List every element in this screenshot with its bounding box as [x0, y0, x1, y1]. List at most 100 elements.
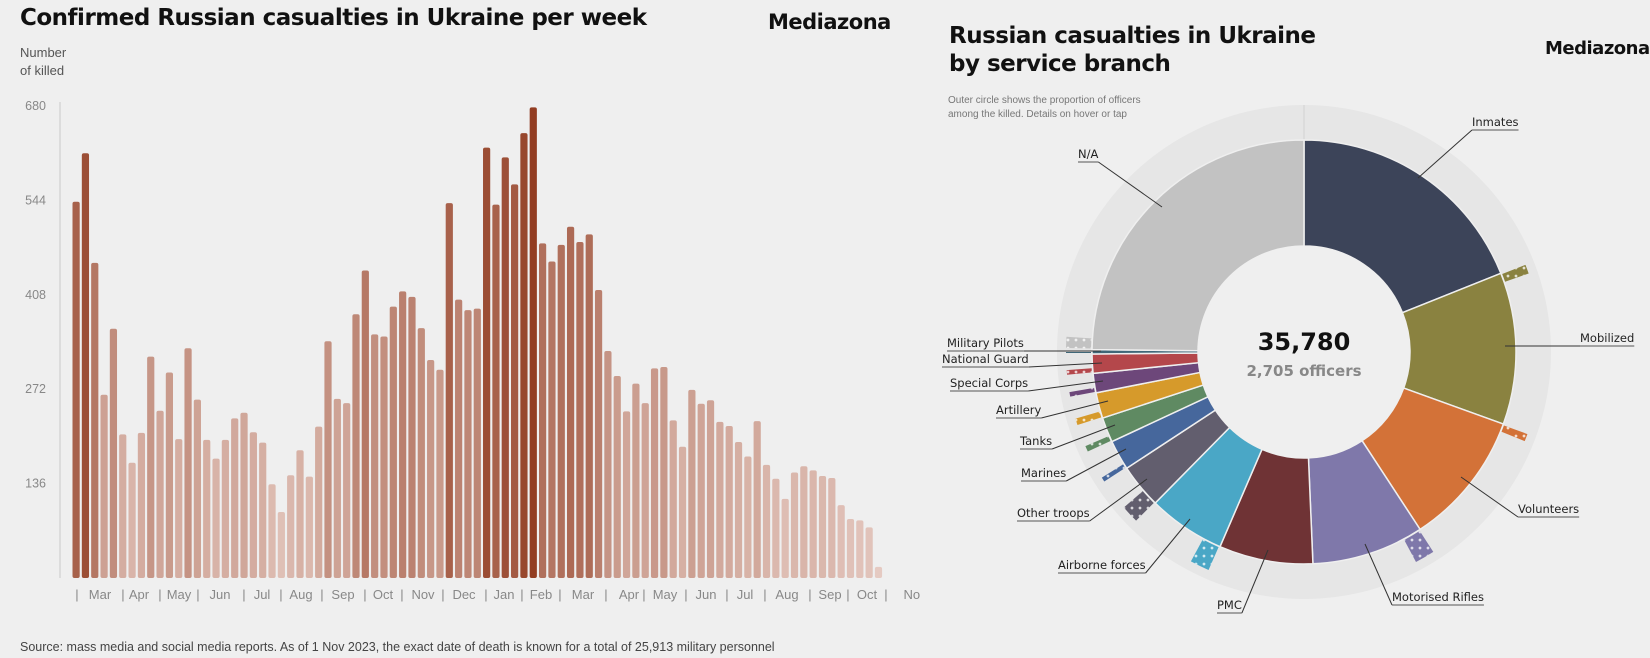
bar[interactable]	[725, 425, 733, 578]
bar[interactable]	[259, 442, 267, 578]
bar[interactable]	[389, 306, 397, 578]
officers-arc-mobilized[interactable]	[1502, 264, 1529, 282]
donut-slice-n-a[interactable]	[1091, 139, 1305, 352]
bar[interactable]	[361, 270, 369, 578]
bar[interactable]	[809, 470, 817, 578]
bar[interactable]	[828, 478, 836, 578]
bar[interactable]	[846, 519, 855, 578]
bar[interactable]	[557, 244, 565, 578]
bar[interactable]	[501, 157, 509, 579]
bar[interactable]	[212, 458, 220, 578]
bar[interactable]	[734, 441, 743, 578]
bar[interactable]	[81, 153, 90, 578]
month-separator: |	[242, 587, 245, 602]
bar[interactable]	[753, 421, 761, 578]
bar[interactable]	[137, 432, 146, 578]
bar[interactable]	[445, 203, 453, 579]
bar[interactable]	[622, 411, 631, 578]
bar[interactable]	[455, 299, 463, 578]
bar[interactable]	[800, 466, 808, 578]
bar[interactable]	[604, 351, 612, 578]
bar[interactable]	[119, 434, 127, 578]
officers-arc-n-a[interactable]	[1066, 336, 1092, 349]
officers-arc-special-corps[interactable]	[1069, 387, 1095, 397]
bar[interactable]	[175, 439, 183, 578]
bar[interactable]	[511, 184, 519, 578]
bar[interactable]	[249, 432, 257, 578]
bar[interactable]	[399, 291, 407, 578]
bar[interactable]	[221, 439, 229, 578]
bar[interactable]	[632, 383, 640, 578]
bar[interactable]	[231, 418, 239, 578]
bar[interactable]	[408, 296, 416, 578]
bar[interactable]	[436, 369, 444, 578]
bar[interactable]	[520, 133, 528, 578]
bar[interactable]	[165, 372, 173, 578]
bar[interactable]	[716, 421, 724, 578]
bar[interactable]	[641, 403, 649, 578]
bar[interactable]	[744, 456, 752, 578]
bar[interactable]	[585, 234, 593, 579]
bar[interactable]	[128, 462, 136, 578]
bar[interactable]	[529, 107, 537, 578]
bar[interactable]	[324, 341, 332, 578]
bar[interactable]	[669, 420, 677, 578]
bar[interactable]	[688, 389, 696, 578]
bar[interactable]	[333, 398, 341, 578]
bar[interactable]	[566, 226, 575, 578]
bar[interactable]	[277, 512, 285, 578]
bar[interactable]	[678, 446, 687, 578]
bar[interactable]	[315, 426, 323, 578]
weekly-casualties-bar-chart: 136 272 408 544 680 | | | | | | | | | | | | | | | | | | | | | Mar A…	[25, 99, 920, 602]
bar[interactable]	[287, 475, 295, 578]
officers-arc-national-guard[interactable]	[1066, 368, 1092, 375]
bar[interactable]	[417, 328, 425, 578]
bar[interactable]	[856, 520, 864, 578]
bar[interactable]	[781, 498, 789, 578]
bar[interactable]	[539, 243, 547, 578]
officers-arc-tanks[interactable]	[1085, 436, 1111, 452]
bar[interactable]	[343, 403, 351, 578]
bar[interactable]	[352, 314, 360, 578]
bar[interactable]	[818, 475, 827, 578]
bar[interactable]	[790, 472, 799, 578]
bar[interactable]	[296, 450, 304, 578]
bar[interactable]	[697, 403, 705, 578]
bar[interactable]	[203, 439, 211, 578]
bar[interactable]	[594, 289, 603, 578]
bar[interactable]	[650, 368, 659, 578]
bar[interactable]	[762, 464, 771, 578]
bar[interactable]	[483, 147, 491, 578]
bar[interactable]	[268, 484, 276, 578]
bar[interactable]	[100, 394, 108, 578]
bar[interactable]	[613, 376, 621, 578]
bar[interactable]	[147, 356, 155, 578]
bar[interactable]	[427, 360, 435, 578]
bar[interactable]	[380, 336, 388, 578]
bar[interactable]	[660, 366, 668, 578]
bar[interactable]	[72, 201, 80, 578]
bar[interactable]	[156, 410, 164, 578]
bar[interactable]	[305, 476, 313, 578]
officers-arc-volunteers[interactable]	[1501, 425, 1528, 442]
bar[interactable]	[193, 399, 201, 578]
bar[interactable]	[91, 262, 99, 578]
bar[interactable]	[464, 310, 472, 578]
officers-arc-marines[interactable]	[1101, 464, 1126, 482]
bar[interactable]	[240, 412, 248, 578]
officers-arc-artillery[interactable]	[1075, 411, 1102, 425]
bar[interactable]	[492, 204, 500, 579]
slice-label-artillery: Artillery	[996, 403, 1041, 417]
bar[interactable]	[865, 527, 873, 578]
officers-arc-military-pilots[interactable]	[1066, 352, 1092, 354]
bar[interactable]	[184, 348, 192, 578]
bar[interactable]	[548, 261, 556, 578]
bar[interactable]	[772, 478, 780, 578]
bar[interactable]	[874, 566, 883, 578]
bar[interactable]	[706, 400, 715, 578]
bar[interactable]	[473, 308, 481, 578]
bar[interactable]	[576, 242, 584, 578]
bar[interactable]	[837, 505, 845, 578]
bar[interactable]	[371, 334, 379, 578]
bar[interactable]	[109, 328, 118, 578]
